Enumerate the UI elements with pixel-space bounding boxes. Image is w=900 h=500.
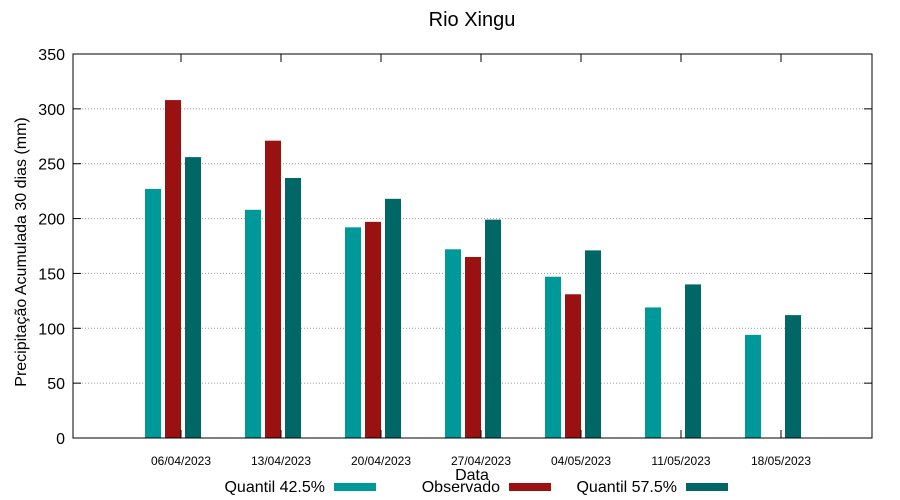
legend-label: Observado <box>422 479 500 496</box>
bar <box>565 294 581 438</box>
x-axis-ticks: 06/04/2023 13/04/2023 20/04/2023 27/04/2023… <box>151 54 811 468</box>
bar <box>745 334 761 438</box>
y-axis-ticks: 0 50 100 150 200 250 300 350 <box>38 47 872 448</box>
bar <box>245 209 261 438</box>
chart-title: Rio Xingu <box>429 9 516 31</box>
y-tick-label: 300 <box>38 102 65 119</box>
legend-swatch <box>334 483 376 491</box>
legend-label: Quantil 57.5% <box>576 479 677 496</box>
y-axis-label: Precipitação Acumulada 30 dias (mm) <box>13 117 30 386</box>
bar <box>445 249 461 438</box>
bar <box>585 250 601 438</box>
legend-swatch <box>686 483 728 491</box>
y-tick-label: 100 <box>38 321 65 338</box>
bar <box>485 219 501 438</box>
x-axis-label: Data <box>455 467 489 484</box>
x-tick-label: 13/04/2023 <box>251 454 311 468</box>
legend-label: Quantil 42.5% <box>224 479 325 496</box>
x-tick-label: 20/04/2023 <box>351 454 411 468</box>
y-tick-label: 350 <box>38 47 65 64</box>
bar <box>145 188 161 438</box>
y-tick-label: 250 <box>38 157 65 174</box>
bar <box>645 307 661 438</box>
bars <box>145 100 801 439</box>
y-tick-label: 150 <box>38 266 65 283</box>
bar <box>545 276 561 438</box>
bar <box>185 157 201 439</box>
legend: Quantil 42.5% Observado Quantil 57.5% <box>224 479 728 496</box>
bar <box>345 227 361 438</box>
y-tick-label: 200 <box>38 212 65 229</box>
x-tick-label: 11/05/2023 <box>651 454 710 468</box>
bar <box>785 315 801 438</box>
bar <box>165 100 181 438</box>
legend-swatch <box>509 483 551 491</box>
bar <box>685 284 701 438</box>
bar <box>265 140 281 438</box>
y-tick-label: 0 <box>56 431 65 448</box>
bar <box>365 221 381 438</box>
x-tick-label: 04/05/2023 <box>551 454 611 468</box>
x-tick-label: 27/04/2023 <box>451 454 511 468</box>
bar <box>385 198 401 438</box>
x-tick-label: 06/04/2023 <box>151 454 211 468</box>
bar <box>465 256 481 438</box>
y-tick-label: 50 <box>47 376 65 393</box>
bar <box>285 177 301 438</box>
plot-frame <box>72 53 873 439</box>
x-tick-label: 18/05/2023 <box>751 454 811 468</box>
